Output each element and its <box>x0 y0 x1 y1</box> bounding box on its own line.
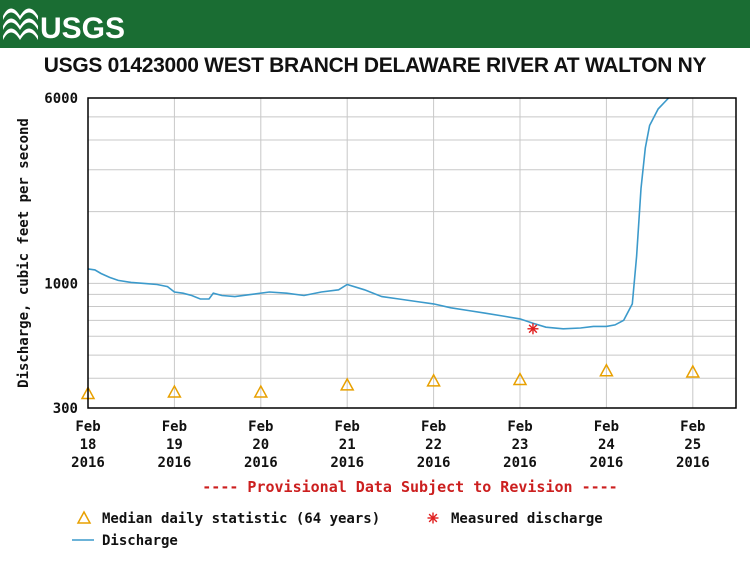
legend-triangle-icon <box>76 510 92 524</box>
legend-item: Median daily statistic (64 years) <box>76 510 380 527</box>
discharge-line <box>87 97 670 330</box>
x-tick-line: 2016 <box>503 455 537 471</box>
y-tick-label: 6000 <box>44 91 78 107</box>
x-tick-line: 22 <box>425 437 442 453</box>
x-tick-line: 23 <box>512 437 529 453</box>
x-tick-line: 2016 <box>244 455 278 471</box>
measured-series <box>527 323 539 335</box>
x-tick-line: 21 <box>339 437 356 453</box>
usgs-banner: USGS <box>0 0 750 48</box>
legend-label: Measured discharge <box>451 511 603 527</box>
y-axis-label: Discharge, cubic feet per second <box>16 118 32 388</box>
y-tick-label: 1000 <box>44 276 78 292</box>
measured-asterisk-marker <box>527 323 539 335</box>
legend: Median daily statistic (64 years) Measure… <box>72 510 603 549</box>
legend-label: Discharge <box>102 533 178 549</box>
chart-title: USGS 01423000 WEST BRANCH DELAWARE RIVER… <box>43 54 707 77</box>
usgs-logo: USGS <box>3 8 125 45</box>
x-tick-line: 25 <box>684 437 701 453</box>
x-tick-line: 2016 <box>676 455 710 471</box>
x-tick-line: 2016 <box>71 455 105 471</box>
provisional-annotation: ---- Provisional Data Subject to Revisio… <box>202 478 617 496</box>
x-tick-line: Feb <box>75 419 100 435</box>
x-tick-label: Feb 22 2016 <box>417 419 451 471</box>
median-triangle-marker <box>599 363 614 377</box>
x-tick-line: Feb <box>507 419 532 435</box>
x-tick-line: Feb <box>594 419 619 435</box>
legend-item: Measured discharge <box>427 511 603 527</box>
median-triangle-marker <box>685 364 701 378</box>
plot-area <box>88 98 736 408</box>
x-tick-line: Feb <box>162 419 187 435</box>
asterisk-stroke <box>528 324 538 334</box>
median-triangle-marker <box>339 377 355 391</box>
x-tick-line: 24 <box>598 437 615 453</box>
x-tick-label: Feb 23 2016 <box>503 419 537 471</box>
legend-label: Median daily statistic (64 years) <box>102 511 380 527</box>
x-tick-line: 20 <box>252 437 269 453</box>
x-tick-label: Feb 21 2016 <box>330 419 364 471</box>
x-tick-line: 2016 <box>417 455 451 471</box>
x-tick-line: 2016 <box>330 455 364 471</box>
legend-asterisk-icon <box>428 513 438 523</box>
x-tick-line: Feb <box>248 419 273 435</box>
x-tick-line: 19 <box>166 437 183 453</box>
discharge-series <box>87 97 670 330</box>
y-tick-labels: 300 1000 6000 <box>44 91 78 417</box>
x-tick-labels: Feb 18 2016 Feb 19 2016 Feb 20 2016 Feb 21 2016 Feb 2… <box>71 419 710 471</box>
x-tick-line: 2016 <box>158 455 192 471</box>
median-triangle-marker <box>512 371 528 386</box>
median-triangle-marker <box>253 384 269 398</box>
x-tick-line: Feb <box>680 419 705 435</box>
x-tick-label: Feb 20 2016 <box>244 419 278 471</box>
plot-frame <box>87 97 737 409</box>
x-tick-line: Feb <box>335 419 360 435</box>
svg-text:USGS: USGS <box>40 12 125 45</box>
x-tick-line: Feb <box>421 419 446 435</box>
x-tick-line: 2016 <box>590 455 624 471</box>
grid-lines <box>87 98 736 408</box>
median-triangle-marker <box>426 373 441 387</box>
x-tick-label: Feb 24 2016 <box>590 419 624 471</box>
x-tick-label: Feb 19 2016 <box>158 419 192 471</box>
x-tick-label: Feb 25 2016 <box>676 419 710 471</box>
y-tick-label: 300 <box>53 401 78 417</box>
legend-item: Discharge <box>72 533 178 549</box>
median-triangle-marker <box>167 384 182 398</box>
x-tick-line: 18 <box>80 437 97 453</box>
x-tick-label: Feb 18 2016 <box>71 419 105 471</box>
